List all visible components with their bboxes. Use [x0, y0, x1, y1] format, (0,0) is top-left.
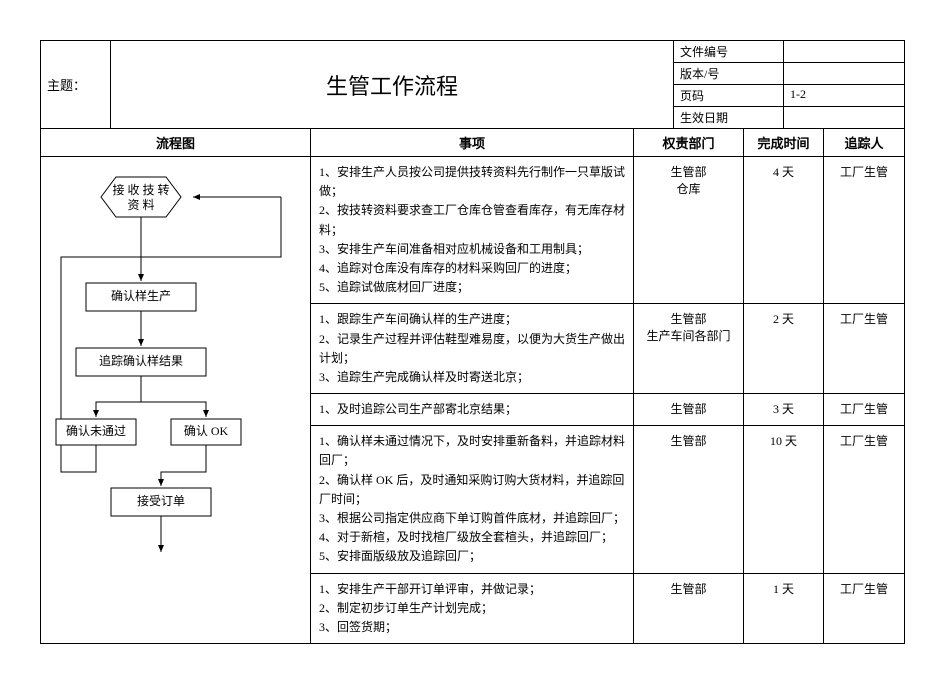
meta-version-label: 版本/号	[674, 63, 784, 85]
node-sample-produce-label: 确认样生产	[111, 288, 171, 303]
edge-split-n4	[96, 402, 141, 417]
meta-effective-value	[784, 107, 904, 128]
time-cell-3: 3 天	[744, 394, 824, 426]
task-cell-5: 1、安排生产干部开订单评审，并做记录； 2、制定初步订单生产计划完成； 3、回签…	[311, 574, 634, 644]
time-cell-2: 2 天	[744, 304, 824, 394]
col-time: 完成时间	[744, 129, 824, 156]
task-cell-3: 1、及时追踪公司生产部寄北京结果；	[311, 394, 634, 426]
task-line: 1、及时追踪公司生产部寄北京结果；	[319, 400, 625, 419]
dept-cell-5: 生管部	[634, 574, 744, 644]
col-flow: 流程图	[41, 129, 311, 156]
node-receive-data-label2: 资 料	[127, 198, 154, 212]
task-line: 2、按技转资料要求查工厂仓库仓管查看库存，有无库存材料；	[319, 201, 625, 239]
node-receive-data-label1: 接 收 技 转	[112, 182, 169, 197]
dept-cell-1: 生管部 仓库	[634, 157, 744, 304]
edge-n5-n6	[161, 445, 206, 486]
meta-docno-value	[784, 41, 904, 63]
task-line: 1、确认样未通过情况下，及时安排重新备料，并追踪材料回厂；	[319, 432, 625, 470]
time-cell-4: 10 天	[744, 426, 824, 573]
meta-page-label: 页码	[674, 85, 784, 107]
doc-title: 生管工作流程	[111, 41, 674, 128]
task-line: 5、安排面版级放及追踪回厂；	[319, 547, 625, 566]
body-grid: 接 收 技 转 资 料 确认样生产 追踪确认样结果 确认未通过 确认 OK 接受…	[41, 157, 904, 643]
flowchart-panel: 接 收 技 转 资 料 确认样生产 追踪确认样结果 确认未通过 确认 OK 接受…	[41, 157, 311, 643]
node-confirm-fail-label: 确认未通过	[66, 424, 126, 438]
task-line: 3、回签货期；	[319, 618, 625, 637]
column-headers: 流程图 事项 权责部门 完成时间 追踪人	[41, 129, 904, 157]
dept-cell-2: 生管部 生产车间各部门	[634, 304, 744, 394]
meta-docno-label: 文件编号	[674, 41, 784, 63]
dept-cell-3: 生管部	[634, 394, 744, 426]
task-cell-4: 1、确认样未通过情况下，及时安排重新备料，并追踪材料回厂； 2、确认样 OK 后…	[311, 426, 634, 573]
task-line: 5、追踪试做底材回厂进度；	[319, 278, 625, 297]
edge-split-n5	[141, 402, 206, 417]
task-line: 1、安排生产干部开订单评审，并做记录；	[319, 580, 625, 599]
dept-cell-4: 生管部	[634, 426, 744, 573]
owner-cell-1: 工厂生管	[824, 157, 904, 304]
task-line: 2、记录生产过程并评估鞋型难易度，以便为大货生产做出计划；	[319, 330, 625, 368]
node-track-result-label: 追踪确认样结果	[99, 353, 183, 368]
col-task: 事项	[311, 129, 634, 156]
document-frame: 主题： 生管工作流程 文件编号 版本/号 页码 1-2 生效日期 流程图 事项 …	[40, 40, 905, 644]
time-cell-1: 4 天	[744, 157, 824, 304]
subject-label: 主题：	[41, 41, 111, 128]
task-line: 2、制定初步订单生产计划完成；	[319, 599, 625, 618]
task-line: 1、跟踪生产车间确认样的生产进度；	[319, 310, 625, 329]
task-line: 1、安排生产人员按公司提供技转资料先行制作一只草版试做；	[319, 163, 625, 201]
owner-cell-3: 工厂生管	[824, 394, 904, 426]
task-line: 4、追踪对仓库没有库存的材料采购回厂的进度；	[319, 259, 625, 278]
node-receive-order-label: 接受订单	[137, 493, 185, 508]
task-line: 2、确认样 OK 后，及时通知采购订购大货材料，并追踪回厂时间；	[319, 471, 625, 509]
time-cell-5: 1 天	[744, 574, 824, 644]
meta-effective-label: 生效日期	[674, 107, 784, 128]
col-dept: 权责部门	[634, 129, 744, 156]
task-line: 3、根据公司指定供应商下单订购首件底材，并追踪回厂；	[319, 509, 625, 528]
task-cell-2: 1、跟踪生产车间确认样的生产进度； 2、记录生产过程并评估鞋型难易度，以便为大货…	[311, 304, 634, 394]
flowchart-svg: 接 收 技 转 资 料 确认样生产 追踪确认样结果 确认未通过 确认 OK 接受…	[41, 157, 311, 587]
col-owner: 追踪人	[824, 129, 904, 156]
task-cell-1: 1、安排生产人员按公司提供技转资料先行制作一只草版试做； 2、按技转资料要求查工…	[311, 157, 634, 304]
doc-header: 主题： 生管工作流程 文件编号 版本/号 页码 1-2 生效日期	[41, 41, 904, 129]
task-line: 4、对于新楦，及时找楦厂级放全套楦头，并追踪回厂；	[319, 528, 625, 547]
node-confirm-ok-label: 确认 OK	[184, 424, 229, 438]
owner-cell-4: 工厂生管	[824, 426, 904, 573]
task-line: 3、追踪生产完成确认样及时寄送北京；	[319, 368, 625, 387]
meta-page-value: 1-2	[784, 85, 904, 107]
owner-cell-2: 工厂生管	[824, 304, 904, 394]
task-line: 3、安排生产车间准备相对应机械设备和工用制具；	[319, 240, 625, 259]
meta-version-value	[784, 63, 904, 85]
owner-cell-5: 工厂生管	[824, 574, 904, 644]
